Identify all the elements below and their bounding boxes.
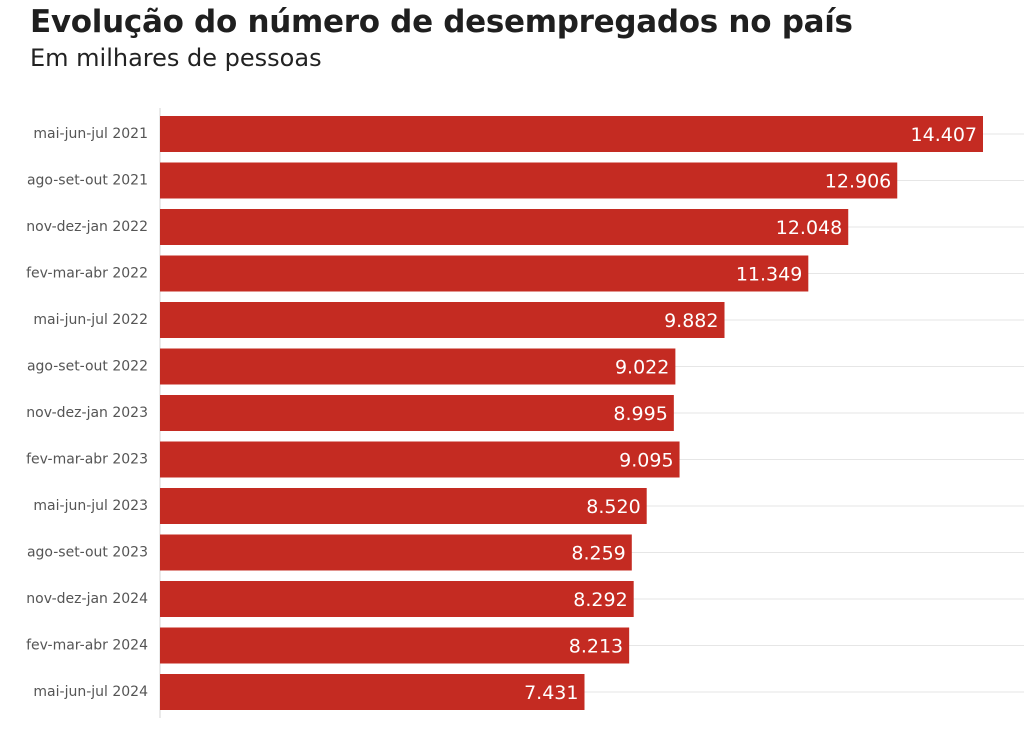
category-label: ago-set-out 2021	[27, 173, 148, 189]
bar	[160, 116, 983, 152]
bar	[160, 674, 585, 710]
category-label: nov-dez-jan 2022	[26, 219, 148, 235]
value-label: 8.995	[613, 403, 667, 425]
value-label: 9.882	[664, 310, 718, 332]
category-label: fev-mar-abr 2023	[26, 452, 148, 468]
category-label: mai-jun-jul 2021	[33, 126, 148, 142]
bar	[160, 162, 898, 199]
category-label: ago-set-out 2022	[27, 359, 148, 375]
value-label: 14.407	[911, 124, 977, 146]
bar	[160, 302, 725, 338]
category-label: fev-mar-abr 2024	[26, 638, 148, 654]
bar	[160, 627, 630, 664]
category-label: mai-jun-jul 2022	[33, 312, 148, 328]
category-label: fev-mar-abr 2022	[26, 266, 148, 282]
bar	[160, 488, 647, 524]
value-labels: 14.407 12.906 12.048 11.349 9.882 9.022 8.995 9…	[524, 124, 977, 704]
value-label: 9.022	[615, 357, 669, 379]
bar	[160, 441, 680, 478]
value-label: 8.292	[573, 589, 627, 611]
category-label: nov-dez-jan 2024	[26, 591, 148, 607]
value-label: 7.431	[524, 682, 578, 704]
value-label: 8.520	[586, 496, 640, 518]
bar	[160, 348, 676, 385]
category-label: nov-dez-jan 2023	[26, 405, 148, 421]
bar	[160, 395, 674, 431]
category-label: ago-set-out 2023	[27, 545, 148, 561]
value-label: 8.213	[569, 636, 623, 658]
category-label: mai-jun-jul 2024	[33, 684, 148, 700]
value-label: 8.259	[571, 543, 625, 565]
chart-title: Evolução do número de desempregados no p…	[30, 4, 853, 40]
bar	[160, 581, 634, 617]
bar	[160, 534, 632, 571]
bars	[160, 116, 983, 710]
value-label: 12.048	[776, 217, 842, 239]
category-labels: mai-jun-jul 2021 ago-set-out 2021 nov-dez-…	[26, 126, 148, 700]
category-label: mai-jun-jul 2023	[33, 498, 148, 514]
chart-subtitle: Em milhares de pessoas	[30, 44, 322, 72]
value-label: 9.095	[619, 450, 673, 472]
value-label: 12.906	[825, 171, 891, 193]
bar	[160, 209, 849, 245]
bar	[160, 255, 809, 292]
value-label: 11.349	[736, 264, 802, 286]
